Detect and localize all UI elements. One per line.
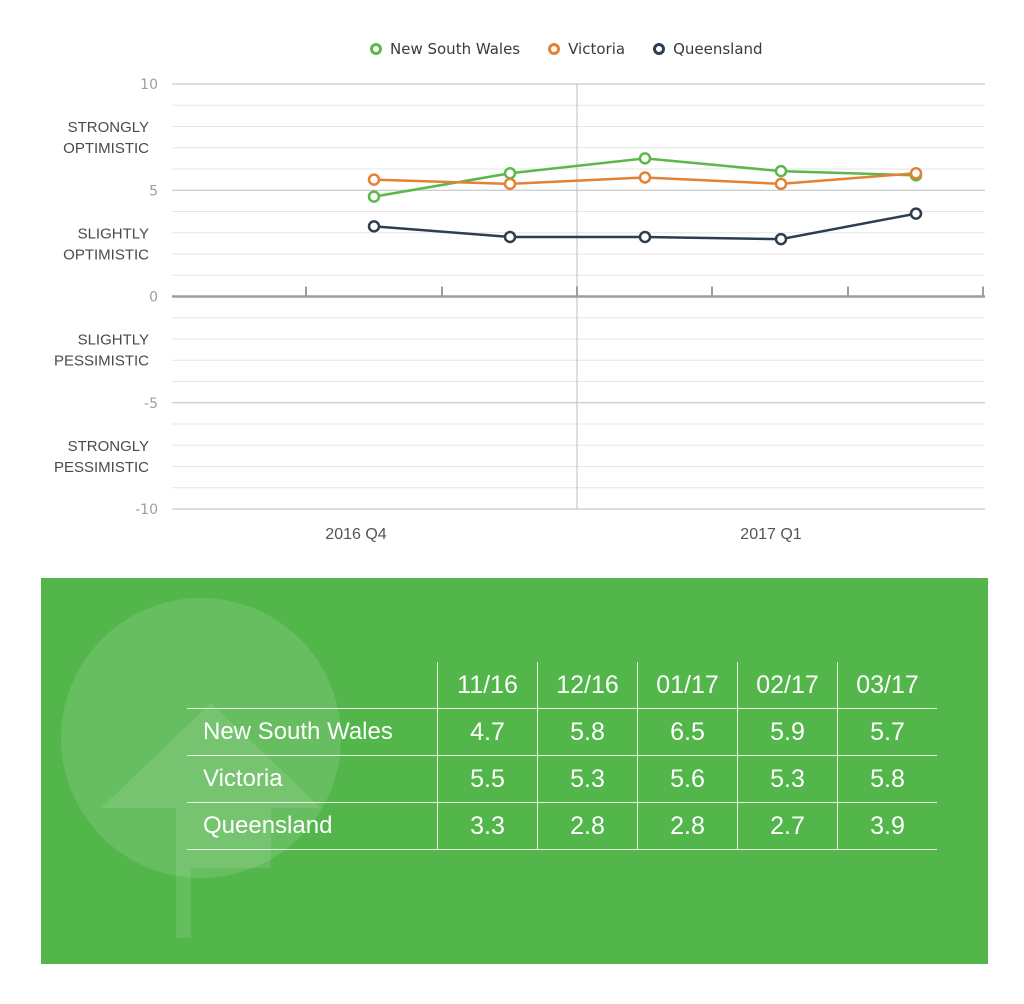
table-row: Queensland 3.3 2.8 2.8 2.7 3.9 <box>187 802 937 850</box>
table-cell: 5.3 <box>537 755 638 803</box>
legend-marker-icon <box>370 43 382 55</box>
table-cell: 2.8 <box>637 802 738 850</box>
sentiment-label: OPTIMISTIC <box>63 246 149 263</box>
table-cell: 3.9 <box>837 802 937 850</box>
legend-marker-icon <box>548 43 561 55</box>
row-label: Victoria <box>187 755 438 803</box>
data-point <box>909 167 923 180</box>
data-point <box>638 152 652 165</box>
table-cell: 2.8 <box>537 802 638 850</box>
sentiment-label: SLIGHTLY <box>78 225 149 242</box>
table-cell: 4.7 <box>437 708 538 756</box>
column-header: 02/17 <box>737 662 838 709</box>
data-table-panel: 11/16 12/16 01/17 02/17 03/17 New South … <box>41 578 988 964</box>
y-tick-label: 10 <box>140 77 158 93</box>
sentiment-label: SLIGHTLY <box>78 332 149 349</box>
y-tick-label: -10 <box>135 502 158 518</box>
sentiment-label: OPTIMISTIC <box>63 140 149 157</box>
sentiment-label: STRONGLY <box>68 119 149 136</box>
legend-item-victoria[interactable]: Victoria <box>548 40 625 58</box>
column-header: 12/16 <box>537 662 638 709</box>
x-category-label: 2016 Q4 <box>325 526 386 543</box>
legend-marker-icon <box>653 43 666 55</box>
table-cell: 5.5 <box>437 755 538 803</box>
data-point <box>503 230 517 244</box>
table-cell: 2.7 <box>737 802 838 850</box>
table-cell: 5.7 <box>837 708 937 756</box>
table-cell: 5.8 <box>837 755 937 803</box>
table-cell: 6.5 <box>637 708 738 756</box>
data-point <box>774 177 788 191</box>
table-corner <box>187 662 438 709</box>
data-point <box>367 190 381 203</box>
data-point <box>503 167 517 180</box>
legend-label: Queensland <box>673 40 763 58</box>
legend-label: New South Wales <box>390 40 521 58</box>
sentiment-label: PESSIMISTIC <box>54 459 149 476</box>
y-tick-label: -5 <box>144 396 158 412</box>
legend-label: Victoria <box>568 40 626 58</box>
data-point <box>503 177 517 191</box>
table-header-row: 11/16 12/16 01/17 02/17 03/17 <box>187 662 937 709</box>
legend-item-new-south-wales[interactable]: New South Wales <box>370 40 520 58</box>
data-point <box>774 232 788 246</box>
x-category-label: 2017 Q1 <box>740 526 801 543</box>
table-cell: 5.8 <box>537 708 638 756</box>
data-table: 11/16 12/16 01/17 02/17 03/17 New South … <box>187 662 937 850</box>
table-cell: 5.9 <box>737 708 838 756</box>
line-chart: 10 5 0 -5 -10 STRONGLY OPTIMISTIC SLIGHTLY OPTIM… <box>54 77 985 543</box>
data-point <box>367 173 381 186</box>
data-point <box>638 230 652 244</box>
table-row: New South Wales 4.7 5.8 6.5 5.9 5.7 <box>187 708 937 756</box>
table-row: Victoria 5.5 5.3 5.6 5.3 5.8 <box>187 755 937 803</box>
data-point <box>774 164 788 178</box>
column-header: 11/16 <box>437 662 538 709</box>
table-cell: 3.3 <box>437 802 538 850</box>
table-cell: 5.6 <box>637 755 738 803</box>
data-point <box>638 171 652 184</box>
table-cell: 5.3 <box>737 755 838 803</box>
sentiment-label: PESSIMISTIC <box>54 353 149 370</box>
chart-legend: New South Wales Victoria Queensland <box>370 40 791 58</box>
y-tick-label: 0 <box>149 290 158 306</box>
y-tick-label: 5 <box>149 183 158 199</box>
data-point <box>367 220 381 233</box>
legend-item-queensland[interactable]: Queensland <box>653 40 763 58</box>
row-label: Queensland <box>187 802 438 850</box>
column-header: 03/17 <box>837 662 937 709</box>
data-point <box>909 207 923 220</box>
row-label: New South Wales <box>187 708 438 756</box>
column-header: 01/17 <box>637 662 738 709</box>
sentiment-label: STRONGLY <box>68 438 149 455</box>
